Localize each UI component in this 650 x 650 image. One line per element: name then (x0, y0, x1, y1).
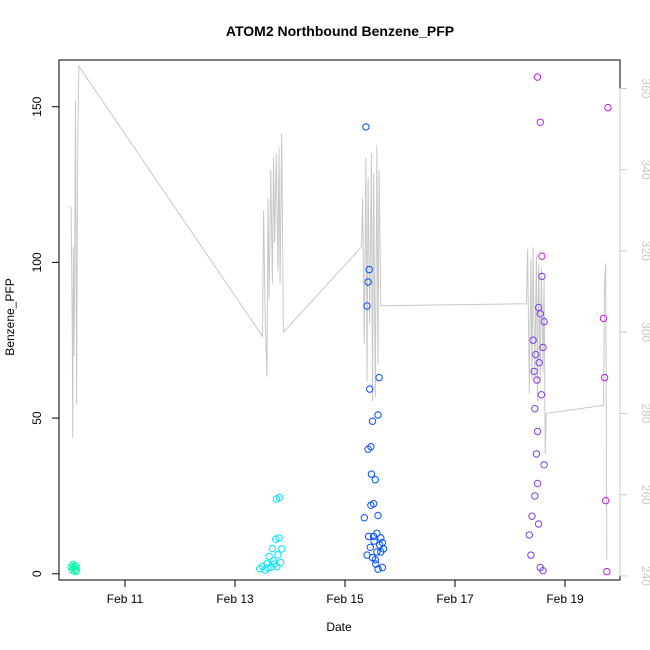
data-point (274, 551, 282, 559)
data-point (536, 118, 544, 127)
data-point (72, 567, 81, 575)
data-point (535, 359, 543, 367)
data-point (371, 556, 379, 564)
data-point (368, 417, 377, 425)
x-tick-label: Feb 15 (326, 592, 364, 606)
data-point (72, 562, 80, 571)
series-line (69, 64, 608, 560)
data-point (540, 461, 548, 469)
x-axis: Feb 11 Feb 13 Feb 15 Feb 17 Feb 19 (107, 579, 584, 606)
data-point (362, 123, 370, 131)
data-point (378, 563, 387, 572)
y-tick-label: 150 (30, 96, 44, 116)
data-point (373, 548, 381, 556)
data-point (599, 314, 608, 323)
data-point (370, 537, 378, 545)
y2-tick-label: 360 (639, 78, 650, 98)
data-point (537, 391, 546, 399)
data-point (364, 278, 372, 286)
data-point (604, 103, 612, 112)
y-tick-label: 0 (30, 570, 44, 577)
data-point (378, 538, 387, 547)
data-point (528, 512, 536, 520)
point-series-layer (67, 73, 612, 576)
data-point (527, 551, 535, 559)
data-point (272, 535, 280, 543)
data-point (374, 511, 382, 520)
x-tick-label: Feb 11 (107, 592, 144, 606)
data-point (529, 336, 537, 344)
data-point (364, 532, 373, 541)
data-point (603, 567, 611, 576)
y2-tick-label: 240 (639, 566, 650, 586)
y-axis: 0 50 100 150 (30, 96, 60, 577)
y-tick-label: 100 (30, 252, 44, 272)
data-point (534, 520, 543, 528)
data-point (360, 514, 368, 522)
data-point (275, 493, 284, 502)
data-point (364, 445, 372, 453)
data-point (375, 373, 383, 382)
data-point (367, 501, 375, 509)
data-point (377, 534, 385, 542)
data-point (531, 405, 539, 413)
data-point (540, 317, 548, 326)
chart-title: ATOM2 Northbound Benzene_PFP (226, 23, 454, 39)
data-point (269, 557, 278, 565)
data-point (265, 552, 273, 560)
data-point (533, 376, 541, 384)
data-point (276, 558, 285, 567)
y2-tick-label: 320 (639, 241, 650, 261)
data-point (538, 272, 546, 281)
data-point (525, 531, 533, 539)
y2-tick-label: 340 (639, 160, 650, 180)
data-point (374, 411, 382, 419)
data-point (374, 565, 382, 573)
y-tick-label: 50 (30, 411, 44, 425)
data-point (539, 567, 547, 575)
data-point (602, 496, 610, 505)
data-point (531, 492, 539, 500)
data-point (369, 532, 378, 541)
data-point (268, 544, 277, 553)
data-point (367, 470, 376, 478)
data-point (366, 385, 374, 393)
data-point (533, 73, 542, 81)
data-point (366, 543, 374, 551)
data-point (371, 476, 379, 484)
data-point (365, 265, 373, 274)
y2-axis: 240 260 280 300 320 340 360 (619, 78, 650, 586)
data-point (275, 534, 283, 542)
data-point (533, 427, 542, 436)
line-series-layer (69, 64, 608, 560)
y2-tick-label: 300 (639, 322, 650, 342)
data-point (532, 350, 540, 359)
data-point (539, 343, 547, 352)
y-axis-label: Benzene_PFP (3, 278, 17, 355)
data-point (71, 565, 80, 574)
data-point (273, 562, 281, 571)
data-point (600, 373, 609, 382)
data-point (278, 545, 286, 553)
x-tick-label: Feb 17 (436, 592, 474, 606)
data-point (533, 479, 542, 488)
data-point (264, 564, 272, 572)
data-point (363, 302, 371, 310)
y2-tick-label: 280 (639, 403, 650, 423)
data-point (538, 252, 546, 260)
data-point (377, 548, 385, 556)
data-point (530, 367, 538, 376)
x-axis-label: Date (326, 620, 352, 634)
x-tick-label: Feb 13 (216, 592, 254, 606)
y2-tick-label: 260 (639, 485, 650, 505)
data-point (532, 450, 541, 458)
data-point (536, 310, 544, 318)
x-tick-label: Feb 19 (546, 592, 584, 606)
data-point (372, 560, 380, 568)
